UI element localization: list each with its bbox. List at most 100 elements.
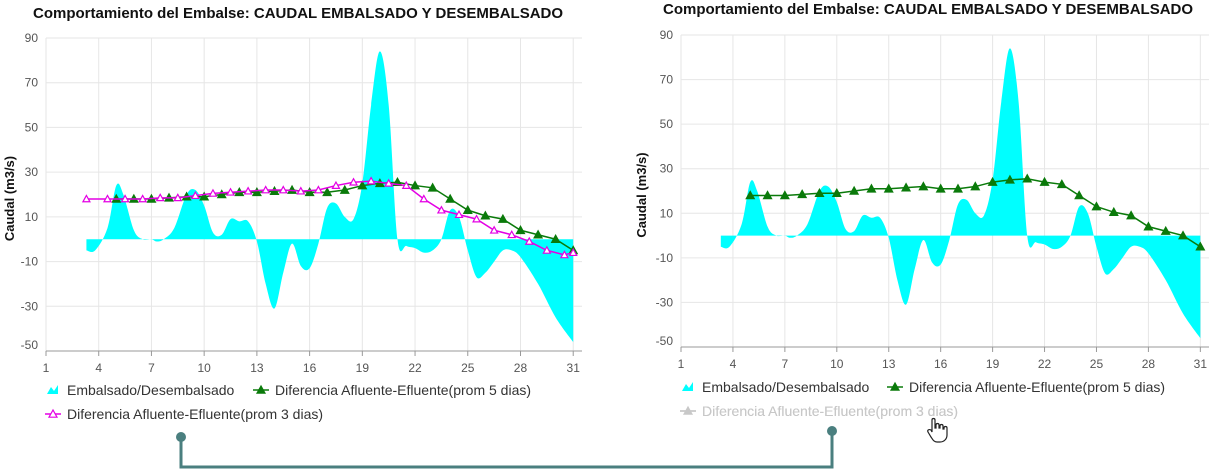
- data-point-marker: [762, 190, 773, 200]
- x-tick-label: 1: [678, 357, 685, 371]
- data-point-marker: [261, 185, 271, 194]
- legend-item-3[interactable]: Diferencia Afluente-Efluente(prom 3 dias…: [45, 406, 323, 422]
- data-point-marker: [507, 230, 517, 239]
- legend-area-icon: [47, 385, 58, 394]
- data-point-marker: [1126, 210, 1137, 220]
- y-tick-label: 90: [25, 31, 39, 45]
- data-point-marker: [559, 250, 569, 259]
- data-point-marker: [542, 245, 552, 254]
- data-point-marker: [419, 194, 429, 203]
- data-point-marker: [1108, 206, 1119, 216]
- legend-item-2[interactable]: Diferencia Afluente-Efluente(prom 5 dias…: [253, 382, 531, 398]
- data-point-marker: [331, 180, 341, 189]
- x-tick-label: 16: [303, 361, 317, 375]
- data-point-marker: [987, 176, 998, 186]
- y-tick-label: -10: [21, 255, 39, 269]
- y-axis-label: Caudal (m3/s): [2, 156, 17, 241]
- y-tick-label: -30: [21, 299, 39, 313]
- area-series-embalsado: [720, 48, 1201, 339]
- legend-item-1[interactable]: Embalsado/Desembalsado: [682, 379, 870, 395]
- y-tick-label: 30: [25, 165, 39, 179]
- data-point-marker: [401, 180, 411, 189]
- legend-area-icon: [682, 382, 693, 391]
- data-point-marker: [489, 225, 499, 234]
- data-point-marker: [1091, 201, 1102, 211]
- data-point-marker: [173, 193, 183, 202]
- data-point-marker: [304, 187, 315, 197]
- data-point-marker: [952, 183, 964, 193]
- y-tick-label: -30: [656, 295, 674, 309]
- data-point-marker: [410, 180, 421, 190]
- data-point-marker: [1160, 225, 1171, 235]
- data-point-marker: [935, 183, 946, 193]
- data-point-marker: [436, 205, 446, 214]
- y-tick-label: 90: [660, 28, 674, 42]
- chart-1: Comportamiento del Embalse: CAUDAL EMBAL…: [2, 5, 582, 422]
- data-point-marker: [349, 177, 359, 186]
- data-point-marker: [445, 193, 456, 203]
- data-point-marker: [970, 181, 981, 191]
- data-point-marker: [1195, 241, 1206, 251]
- y-tick-label: 30: [660, 162, 674, 176]
- chart-2: Comportamiento del Embalse: CAUDAL EMBAL…: [634, 1, 1209, 419]
- legend-label: Embalsado/Desembalsado: [67, 382, 235, 398]
- data-point-marker: [226, 187, 236, 196]
- data-point-marker: [533, 229, 544, 239]
- legend-item-1[interactable]: Embalsado/Desembalsado: [47, 382, 235, 398]
- data-point-marker: [339, 184, 350, 194]
- data-point-marker: [454, 209, 464, 219]
- data-point-marker: [384, 178, 394, 187]
- legend-marker-icon: [255, 384, 267, 394]
- x-tick-label: 4: [730, 357, 737, 371]
- legend-label: Diferencia Afluente-Efluente(prom 5 dias…: [909, 379, 1165, 395]
- x-tick-label: 1: [43, 361, 50, 375]
- legend-label: Diferencia Afluente-Efluente(prom 3 dias…: [67, 406, 323, 422]
- data-point-marker: [199, 191, 210, 201]
- x-tick-label: 31: [567, 361, 581, 375]
- x-tick-label: 13: [250, 361, 264, 375]
- legend-marker-icon: [684, 407, 692, 414]
- data-point-marker: [313, 185, 323, 194]
- x-tick-label: 31: [1194, 357, 1208, 371]
- connector-arrow: [176, 426, 837, 469]
- x-tick-label: 22: [1038, 357, 1052, 371]
- data-point-marker: [814, 187, 825, 198]
- data-point-marker: [918, 181, 929, 191]
- x-tick-label: 7: [782, 357, 789, 371]
- x-tick-label: 28: [1142, 357, 1156, 371]
- y-tick-label: -10: [656, 251, 674, 265]
- data-point-marker: [797, 189, 808, 199]
- legend-item-2[interactable]: Diferencia Afluente-Efluente(prom 5 dias…: [887, 379, 1165, 395]
- data-point-marker: [216, 189, 227, 199]
- data-point-marker: [831, 187, 842, 198]
- y-tick-label: 10: [25, 210, 39, 224]
- data-point-marker: [120, 194, 130, 203]
- x-tick-label: 28: [514, 361, 528, 375]
- x-tick-label: 25: [1090, 357, 1104, 371]
- connector-dot-start: [176, 432, 186, 442]
- data-point-marker: [155, 193, 165, 202]
- legend-label: Diferencia Afluente-Efluente(prom 3 dias…: [702, 403, 958, 419]
- legend-label: Embalsado/Desembalsado: [702, 379, 870, 395]
- data-point-marker: [1004, 174, 1015, 184]
- y-axis-label: Caudal (m3/s): [634, 152, 649, 237]
- y-tick-label: 10: [660, 206, 674, 220]
- data-point-marker: [472, 214, 482, 223]
- chart-title: Comportamiento del Embalse: CAUDAL EMBAL…: [33, 5, 563, 22]
- data-point-marker: [462, 204, 473, 214]
- x-tick-label: 10: [197, 361, 211, 375]
- legend-label: Diferencia Afluente-Efluente(prom 5 dias…: [275, 382, 531, 398]
- x-tick-label: 16: [934, 357, 948, 371]
- data-point-marker: [427, 182, 438, 192]
- data-point-marker: [901, 182, 912, 192]
- data-point-marker: [1056, 179, 1067, 189]
- data-point-marker: [480, 210, 491, 220]
- data-point-marker: [251, 187, 262, 197]
- data-point-marker: [497, 213, 508, 223]
- y-tick-label: 50: [25, 120, 39, 134]
- data-point-marker: [550, 233, 561, 244]
- data-point-marker: [866, 183, 877, 193]
- data-point-marker: [243, 186, 253, 195]
- legend-item-3-disabled[interactable]: Diferencia Afluente-Efluente(prom 3 dias…: [680, 403, 958, 419]
- data-point-marker: [745, 190, 756, 200]
